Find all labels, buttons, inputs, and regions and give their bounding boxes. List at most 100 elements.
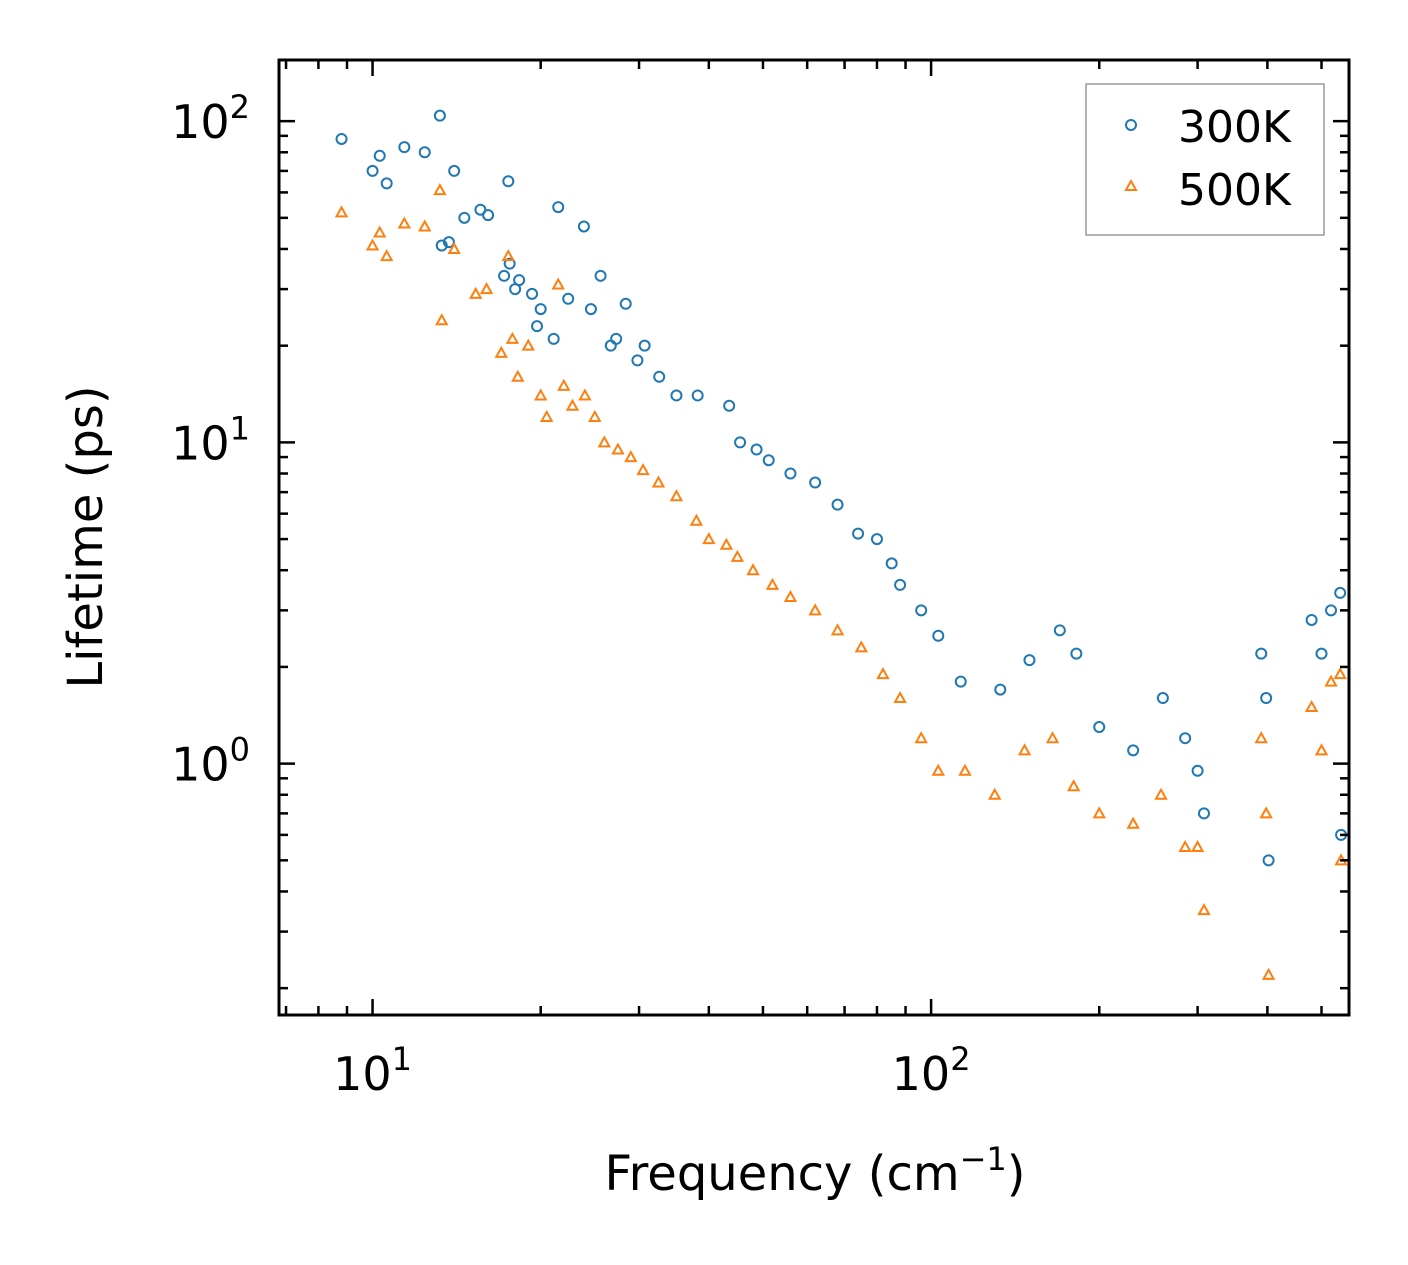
legend-frame: [1085, 83, 1325, 236]
point-300k-58: [1197, 807, 1210, 820]
point-300k-26: [594, 269, 607, 282]
point-300k-45: [894, 578, 907, 591]
point-500k-16: [533, 388, 548, 401]
point-300k-62: [1305, 613, 1318, 626]
point-300k-4: [398, 141, 411, 154]
point-500k-56: [1261, 967, 1276, 980]
y-tick-label: 102: [171, 88, 250, 149]
point-300k-7: [435, 239, 448, 252]
point-500k-10: [479, 282, 494, 295]
point-500k-22: [588, 409, 602, 422]
point-500k-26: [636, 463, 650, 476]
point-500k-4: [397, 216, 412, 229]
point-300k-6: [433, 109, 446, 122]
y-tick-label: 101: [171, 409, 250, 470]
point-500k-48: [1092, 806, 1106, 819]
point-500k-11: [494, 345, 508, 358]
point-300k-10: [458, 211, 471, 224]
point-500k-28: [669, 489, 684, 502]
point-500k-2: [373, 225, 387, 238]
point-300k-34: [691, 389, 704, 402]
point-300k-8: [442, 236, 455, 249]
series-500k-points: [334, 183, 1348, 980]
legend-marker-500k: [1124, 178, 1138, 191]
point-300k-61: [1262, 854, 1275, 867]
point-500k-30: [702, 532, 716, 545]
point-500k-15: [521, 338, 535, 351]
point-500k-33: [746, 563, 760, 576]
point-300k-52: [1070, 647, 1083, 660]
point-500k-8: [447, 241, 461, 254]
point-300k-64: [1325, 604, 1338, 617]
point-500k-13: [505, 331, 520, 344]
point-300k-24: [577, 220, 590, 233]
point-300k-51: [1053, 624, 1066, 637]
point-500k-60: [1333, 667, 1347, 680]
point-300k-53: [1093, 721, 1106, 734]
point-300k-13: [498, 269, 511, 282]
point-300k-59: [1255, 647, 1268, 660]
point-500k-32: [730, 549, 745, 562]
point-300k-65: [1334, 586, 1347, 599]
point-500k-59: [1324, 674, 1338, 687]
point-500k-44: [988, 787, 1002, 800]
point-300k-41: [831, 498, 844, 511]
legend-label-300k: 300K: [1178, 102, 1292, 153]
point-500k-6: [433, 183, 447, 196]
point-300k-5: [418, 146, 431, 159]
point-500k-42: [931, 763, 945, 776]
point-500k-29: [689, 513, 704, 526]
point-300k-27: [604, 339, 617, 352]
point-500k-45: [1017, 743, 1032, 756]
point-500k-1: [365, 238, 380, 251]
y-axis-label: Lifetime (ps): [58, 385, 114, 688]
point-500k-3: [379, 249, 394, 262]
point-300k-54: [1127, 744, 1140, 757]
point-300k-48: [954, 675, 967, 688]
point-500k-58: [1314, 743, 1329, 756]
point-500k-46: [1045, 731, 1060, 744]
point-300k-3: [380, 177, 393, 190]
point-300k-29: [619, 297, 632, 310]
point-300k-47: [932, 629, 945, 642]
point-300k-39: [784, 467, 797, 480]
point-300k-1: [366, 164, 379, 177]
point-300k-31: [638, 339, 651, 352]
point-500k-53: [1197, 903, 1211, 916]
point-500k-54: [1254, 731, 1268, 744]
point-300k-57: [1191, 764, 1204, 777]
point-300k-50: [1023, 654, 1036, 667]
point-500k-17: [539, 409, 554, 422]
point-500k-36: [808, 603, 822, 616]
point-500k-52: [1190, 839, 1205, 853]
y-tick-label: 100: [171, 731, 250, 792]
point-300k-43: [870, 533, 883, 546]
point-300k-33: [670, 389, 683, 402]
point-300k-37: [750, 443, 763, 456]
point-300k-15: [503, 257, 516, 270]
legend-label-500k: 500K: [1178, 165, 1292, 216]
point-300k-23: [562, 292, 575, 305]
x-axis-label: Frequency (cm−1): [604, 1140, 1025, 1202]
point-500k-18: [551, 277, 565, 290]
legend: 300K 500K: [1085, 83, 1325, 236]
point-500k-37: [830, 623, 845, 636]
point-300k-18: [526, 287, 539, 300]
point-500k-39: [876, 667, 890, 680]
point-300k-60: [1260, 692, 1273, 705]
point-500k-50: [1154, 787, 1168, 800]
point-300k-25: [584, 303, 597, 316]
point-300k-20: [534, 303, 547, 316]
point-300k-14: [502, 175, 515, 188]
legend-marker-300k: [1125, 119, 1137, 131]
point-300k-22: [552, 201, 565, 214]
point-300k-44: [885, 557, 898, 570]
x-tick-label: 102: [892, 1040, 971, 1101]
point-300k-55: [1156, 692, 1169, 705]
point-500k-19: [557, 378, 571, 391]
point-300k-32: [653, 370, 666, 383]
point-300k-17: [513, 274, 526, 287]
point-300k-63: [1315, 647, 1328, 660]
point-300k-19: [531, 320, 544, 333]
